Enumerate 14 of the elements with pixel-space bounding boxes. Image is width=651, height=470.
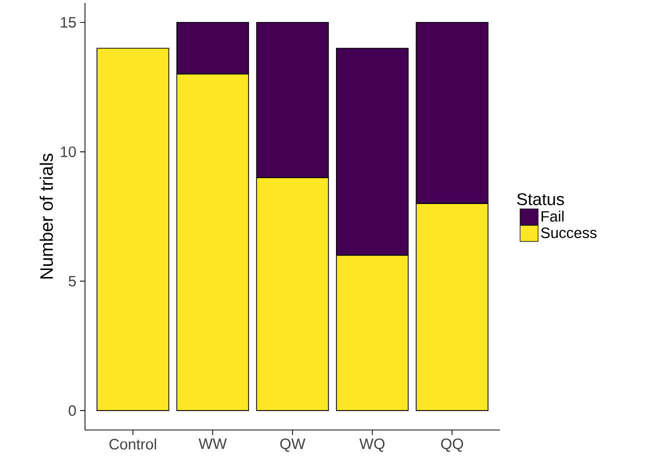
x-tick-label: QW xyxy=(280,438,306,452)
bar xyxy=(96,48,170,411)
y-tick-label: 10 xyxy=(60,146,76,158)
x-tick-label: WW xyxy=(198,438,227,449)
y-axis-title: Number of trials xyxy=(40,154,53,279)
legend-title: Status xyxy=(517,193,564,206)
y-tick-label: 0 xyxy=(68,405,76,416)
x-tick-label: QQ xyxy=(441,438,464,452)
x-tick-label: WQ xyxy=(359,438,384,452)
y-tick-label: 5 xyxy=(68,276,76,286)
y-tick-label: 15 xyxy=(60,17,76,28)
legend-label: Fail xyxy=(542,210,564,222)
x-tick-label: Control xyxy=(109,438,156,450)
legend-label: Success xyxy=(541,227,597,238)
